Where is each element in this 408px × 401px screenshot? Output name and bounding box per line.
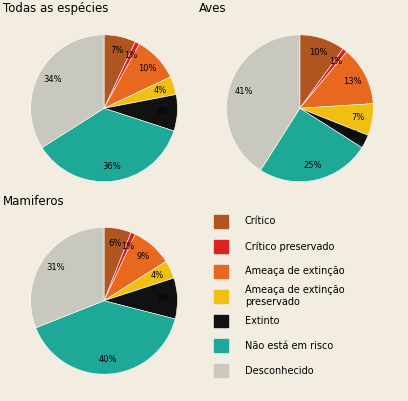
Bar bbox=[214, 215, 228, 228]
Text: 41%: 41% bbox=[234, 87, 253, 96]
Text: Extinto: Extinto bbox=[245, 316, 279, 326]
Text: 36%: 36% bbox=[102, 162, 121, 171]
Wedge shape bbox=[104, 44, 171, 108]
Text: 10%: 10% bbox=[309, 48, 327, 57]
Wedge shape bbox=[261, 108, 362, 182]
Wedge shape bbox=[104, 77, 176, 108]
Text: 31%: 31% bbox=[46, 263, 65, 272]
Wedge shape bbox=[104, 35, 135, 108]
Text: 7%: 7% bbox=[110, 47, 124, 55]
Wedge shape bbox=[300, 52, 373, 108]
Text: 40%: 40% bbox=[98, 355, 117, 364]
Wedge shape bbox=[300, 108, 368, 148]
Bar bbox=[214, 290, 228, 303]
Text: 7%: 7% bbox=[351, 113, 365, 122]
Text: 1%: 1% bbox=[124, 51, 137, 61]
Text: Aves: Aves bbox=[199, 2, 226, 15]
Bar bbox=[214, 340, 228, 352]
Wedge shape bbox=[226, 35, 300, 170]
Text: 9%: 9% bbox=[136, 252, 149, 261]
Wedge shape bbox=[104, 261, 174, 301]
Text: 10%: 10% bbox=[137, 63, 156, 73]
Text: 8%: 8% bbox=[156, 107, 169, 116]
Bar bbox=[214, 365, 228, 377]
Text: 34%: 34% bbox=[43, 75, 62, 85]
Wedge shape bbox=[42, 108, 174, 182]
Wedge shape bbox=[31, 227, 104, 328]
Wedge shape bbox=[104, 278, 177, 319]
Text: Todas as espécies: Todas as espécies bbox=[3, 2, 109, 15]
Text: 9%: 9% bbox=[156, 294, 169, 304]
Wedge shape bbox=[300, 49, 347, 108]
Text: Ameaça de extinção
preservado: Ameaça de extinção preservado bbox=[245, 286, 344, 307]
Wedge shape bbox=[104, 234, 166, 301]
Wedge shape bbox=[104, 95, 177, 131]
Text: 6%: 6% bbox=[109, 239, 122, 247]
Wedge shape bbox=[104, 233, 135, 301]
Wedge shape bbox=[104, 227, 131, 301]
Bar bbox=[214, 314, 228, 328]
Bar bbox=[214, 265, 228, 277]
Text: Mamiferos: Mamiferos bbox=[3, 195, 65, 208]
Text: 1%: 1% bbox=[121, 242, 134, 251]
Text: 13%: 13% bbox=[343, 77, 361, 86]
Text: Não está em risco: Não está em risco bbox=[245, 341, 333, 351]
Text: 4%: 4% bbox=[153, 86, 166, 95]
Text: Crítico preservado: Crítico preservado bbox=[245, 241, 334, 251]
Text: Desconhecido: Desconhecido bbox=[245, 366, 313, 376]
Text: 1%: 1% bbox=[329, 57, 342, 66]
Text: 4%: 4% bbox=[151, 271, 164, 280]
Wedge shape bbox=[300, 104, 373, 135]
Text: Crítico: Crítico bbox=[245, 217, 276, 227]
Wedge shape bbox=[104, 42, 140, 108]
Wedge shape bbox=[300, 35, 343, 108]
Text: 25%: 25% bbox=[304, 161, 322, 170]
Wedge shape bbox=[36, 301, 175, 374]
Text: Ameaça de extinção: Ameaça de extinção bbox=[245, 266, 344, 276]
Bar bbox=[214, 240, 228, 253]
Text: 3%: 3% bbox=[346, 130, 359, 140]
Wedge shape bbox=[31, 35, 104, 148]
